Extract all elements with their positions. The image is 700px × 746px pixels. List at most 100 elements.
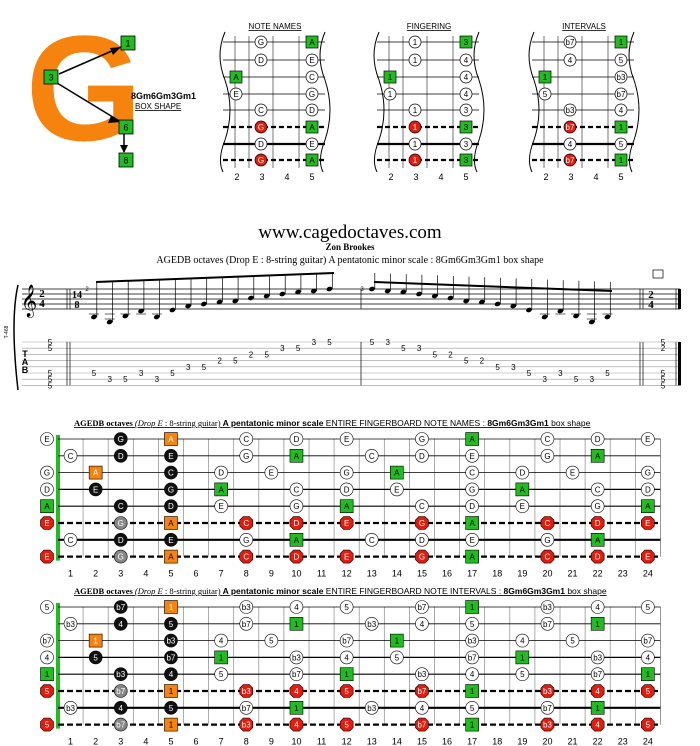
board-fret-number: 19	[517, 569, 527, 579]
board-note-label: 5	[169, 620, 174, 629]
board-note-label: G	[419, 519, 425, 528]
mini-fret-number: 3	[259, 172, 264, 182]
board-title-part: box shape	[551, 418, 590, 428]
mini-note-label: 4	[464, 56, 469, 65]
board-note	[40, 432, 54, 446]
mini-note	[254, 35, 268, 49]
logo-marker-label: 3	[48, 73, 53, 83]
board-title-part: : 8-string guitar)	[165, 418, 223, 428]
board-note	[415, 448, 429, 463]
note-head	[510, 303, 517, 309]
board-fret-number: 14	[392, 569, 402, 579]
board-note-label: 1	[470, 603, 475, 612]
board-note-label: G	[595, 502, 601, 511]
board-note-label: 4	[420, 620, 425, 629]
note-head	[431, 293, 438, 299]
mini-note-label: 1	[413, 156, 418, 165]
mini-note-label: 4	[464, 73, 469, 82]
board-note-label: 4	[119, 704, 124, 713]
board-note-label: 5	[470, 704, 475, 713]
board-note-label: E	[44, 435, 49, 444]
board-fret-number: 3	[118, 569, 123, 579]
board-note-root	[590, 448, 605, 463]
mini-note	[254, 137, 268, 151]
board-note-label: C	[595, 485, 601, 494]
tab-clef-letter: T	[22, 349, 28, 359]
board-note-label: 5	[344, 603, 349, 612]
board-note-label: 4	[169, 670, 174, 679]
board-note-label: b3	[367, 620, 376, 629]
board-note-root	[164, 549, 178, 564]
board-note-label: D	[294, 553, 300, 562]
board-note-octave	[339, 549, 354, 564]
mini-note-label: G	[258, 38, 264, 47]
board-note-root	[164, 717, 178, 732]
board-note	[113, 700, 128, 715]
board-note-label: C	[294, 485, 300, 494]
mini-note-root	[229, 70, 243, 84]
board-note-label: D	[595, 553, 601, 562]
board-note	[113, 616, 128, 631]
board-note	[465, 700, 479, 715]
board-note	[339, 600, 354, 614]
mini-note-label: 1	[619, 123, 624, 132]
board-note	[40, 650, 54, 665]
board-note-label: b7	[342, 637, 351, 646]
tab-number: 5	[527, 369, 532, 378]
board-note-label: A	[168, 553, 174, 562]
mini-note-label: 1	[388, 73, 393, 82]
board-note-octave	[415, 549, 429, 564]
board-note-label: 4	[294, 687, 299, 696]
board-note-label: 1	[169, 603, 174, 612]
board-note	[540, 700, 555, 715]
board-note	[289, 482, 304, 497]
board-note	[465, 465, 479, 480]
board-note	[113, 516, 128, 530]
board-fret-number: 16	[442, 569, 452, 579]
board-note-label: D	[469, 502, 475, 511]
logo-marker	[120, 35, 136, 51]
board-note-label: G	[544, 536, 550, 545]
board-note	[364, 700, 379, 715]
mini-note	[459, 103, 473, 117]
note-head	[369, 286, 375, 292]
board-note-root	[289, 616, 304, 631]
mini-note-label: A	[233, 73, 239, 82]
board-note	[540, 448, 555, 463]
mini-note-label: 4	[568, 56, 573, 65]
mini-note-label: G	[258, 156, 264, 165]
board-note-label: A	[218, 485, 224, 494]
board-note	[264, 633, 279, 648]
tab-number: 3	[542, 375, 547, 384]
board-note-root	[641, 499, 655, 514]
board-note-label: 5	[269, 637, 274, 646]
board-note-label: b7	[116, 687, 125, 696]
note-head	[573, 313, 580, 319]
mini-note	[305, 103, 319, 117]
mini-fret-number: 3	[568, 172, 573, 182]
tab-number: 2	[448, 350, 453, 359]
board-note-root	[289, 532, 304, 547]
board-note-label: 5	[169, 704, 174, 713]
board-note	[465, 499, 479, 514]
board-fret-number: 17	[467, 569, 477, 579]
tab-number: 5	[123, 375, 128, 384]
tab-number: 3	[280, 344, 285, 353]
board-title-part: 8Gm6Gm3Gm1	[487, 418, 551, 428]
board-note	[364, 532, 379, 547]
mini-note	[254, 53, 268, 67]
board-fret-number: 9	[269, 569, 274, 579]
board-note-label: D	[419, 452, 425, 461]
board-note-root	[214, 650, 228, 665]
mini-note	[614, 103, 628, 117]
mini-note-root	[305, 120, 319, 134]
board-note	[415, 616, 429, 631]
board-note-label: b3	[543, 721, 552, 730]
board-note	[63, 616, 78, 631]
tab-number: 3	[155, 375, 160, 384]
board-note-label: C	[369, 536, 375, 545]
final-barline	[678, 342, 681, 386]
shape-sub: BOX SHAPE	[135, 102, 181, 111]
board-note-label: E	[44, 519, 49, 528]
